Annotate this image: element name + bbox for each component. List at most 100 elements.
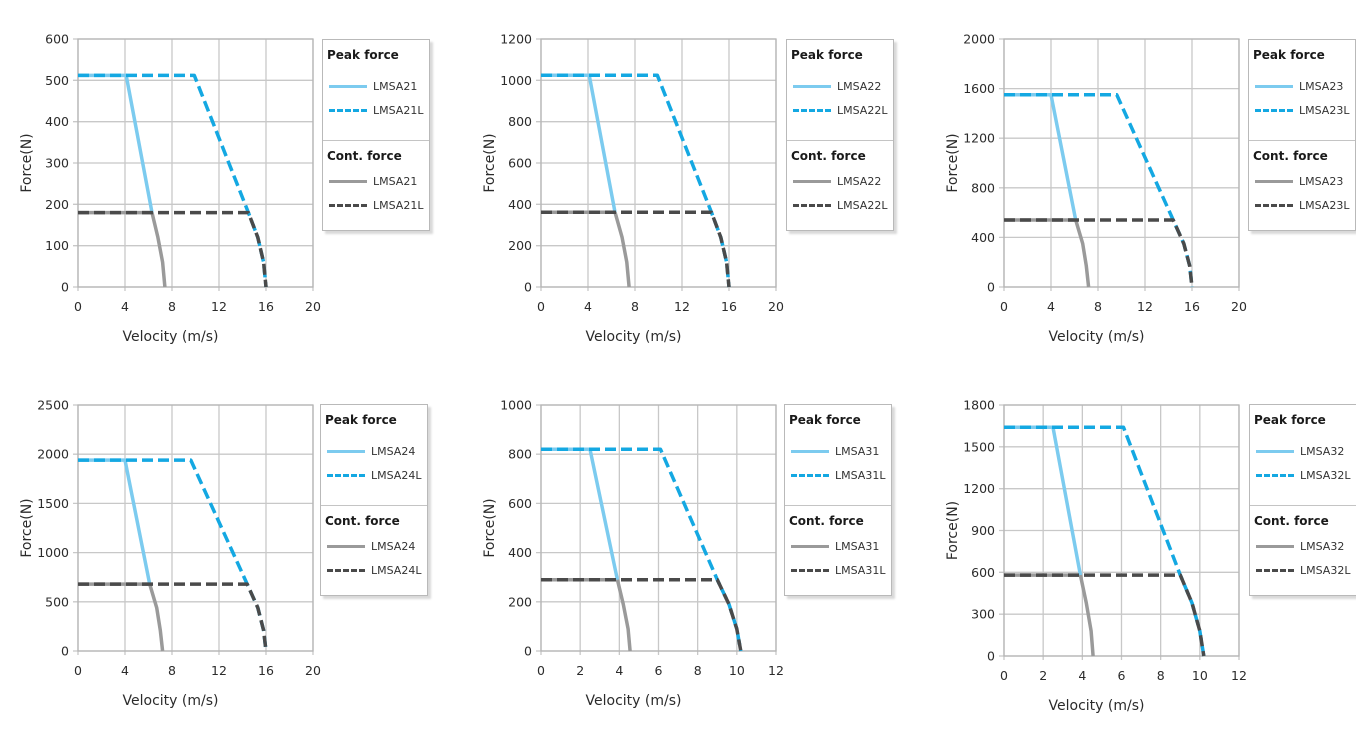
y-axis-label: Force(N) <box>482 498 498 557</box>
x-tick-label: 4 <box>121 663 129 678</box>
series-line-lmsa24-peak <box>78 458 152 585</box>
x-tick-label: 12 <box>1137 299 1153 314</box>
y-tick-label: 800 <box>971 180 995 195</box>
y-tick-label: 0 <box>987 280 995 295</box>
y-tick-label: 1500 <box>963 439 995 454</box>
x-tick-label: 8 <box>168 299 176 314</box>
legend-label: LMSA24L <box>371 468 422 482</box>
x-tick-label: 12 <box>674 299 690 314</box>
legend-entry: LMSA22 <box>791 169 893 193</box>
x-tick-label: 4 <box>1078 668 1086 683</box>
x-tick-label: 16 <box>258 663 274 678</box>
legend-group-title: Cont. force <box>791 149 866 163</box>
x-axis-label: Velocity (m/s) <box>1049 698 1145 714</box>
y-tick-label: 900 <box>971 523 995 538</box>
legend-label: LMSA32 <box>1300 444 1345 458</box>
legend-label: LMSA32 <box>1300 539 1345 553</box>
legend-swatch <box>793 108 831 112</box>
legend-label: LMSA21L <box>373 198 424 212</box>
legend-swatch <box>329 108 367 112</box>
y-tick-label: 0 <box>987 649 995 664</box>
x-tick-label: 4 <box>1047 299 1055 314</box>
y-tick-label: 1000 <box>500 398 532 413</box>
legend-swatch <box>793 179 831 183</box>
legend-entry: LMSA23 <box>1253 74 1355 98</box>
plot-frame <box>1003 38 1240 288</box>
legend-entry: LMSA22 <box>791 74 893 98</box>
x-tick-label: 8 <box>694 663 702 678</box>
x-tick-label: 0 <box>74 299 82 314</box>
legend-label: LMSA21 <box>373 79 418 93</box>
x-axis-label: Velocity (m/s) <box>586 329 682 345</box>
legend-entry: LMSA31 <box>789 534 891 558</box>
legend-group-title: Cont. force <box>325 514 400 528</box>
x-tick-label: 0 <box>537 299 545 314</box>
y-tick-label: 600 <box>971 565 995 580</box>
legend-group-cont: Cont. force LMSA31 LMSA31L <box>785 505 891 604</box>
y-tick-label: 800 <box>508 447 532 462</box>
legend-swatch <box>327 473 365 477</box>
legend-entry: LMSA24L <box>325 463 427 487</box>
legend-group-peak: Peak force LMSA23 LMSA23L <box>1249 40 1355 140</box>
y-tick-label: 1000 <box>37 545 69 560</box>
y-tick-label: 0 <box>61 644 69 659</box>
y-tick-label: 300 <box>971 607 995 622</box>
x-tick-label: 20 <box>768 299 784 314</box>
x-tick-label: 12 <box>768 663 784 678</box>
legend-group-title: Cont. force <box>327 149 402 163</box>
legend-entry: LMSA32L <box>1254 558 1356 582</box>
y-tick-label: 400 <box>508 197 532 212</box>
x-tick-label: 6 <box>655 663 663 678</box>
legend-group-title: Cont. force <box>1254 514 1329 528</box>
legend-label: LMSA22 <box>837 79 882 93</box>
x-tick-label: 12 <box>211 663 227 678</box>
x-tick-label: 4 <box>615 663 623 678</box>
legend-entry: LMSA24 <box>325 534 427 558</box>
series-line-lmsa32-cont <box>1004 573 1095 657</box>
y-tick-label: 2000 <box>963 32 995 47</box>
y-tick-label: 400 <box>971 230 995 245</box>
legend-label: LMSA21 <box>373 174 418 188</box>
legend-label: LMSA32L <box>1300 468 1351 482</box>
legend-group-title: Peak force <box>1253 48 1325 62</box>
y-tick-label: 0 <box>524 644 532 659</box>
y-tick-label: 1500 <box>37 496 69 511</box>
legend-swatch <box>1256 568 1294 572</box>
legend-entry: LMSA32 <box>1254 534 1356 558</box>
y-tick-label: 1200 <box>963 131 995 146</box>
y-axis-label: Force(N) <box>19 133 35 192</box>
x-tick-label: 12 <box>1231 668 1247 683</box>
legend-entry: LMSA31 <box>789 439 891 463</box>
y-axis-label: Force(N) <box>945 133 961 192</box>
legend-entry: LMSA32L <box>1254 463 1356 487</box>
x-tick-label: 0 <box>537 663 545 678</box>
legend-entry: LMSA22L <box>791 98 893 122</box>
y-tick-label: 1600 <box>963 81 995 96</box>
series-line-lmsa22-peak <box>541 73 617 213</box>
series-line-lmsa23l-cont <box>1004 218 1194 288</box>
plot-frame <box>77 404 314 652</box>
x-tick-label: 4 <box>584 299 592 314</box>
y-tick-label: 300 <box>45 156 69 171</box>
series-line-lmsa24l-cont <box>78 582 268 652</box>
legend-swatch <box>791 544 829 548</box>
x-tick-label: 10 <box>1192 668 1208 683</box>
legend-entry: LMSA24L <box>325 558 427 582</box>
legend-entry: LMSA31L <box>789 463 891 487</box>
legend-swatch <box>791 473 829 477</box>
y-tick-label: 2500 <box>37 398 69 413</box>
legend: Peak force LMSA31 LMSA31L Cont. force LMSA31… <box>784 404 892 596</box>
legend-entry: LMSA22L <box>791 193 893 217</box>
legend: Peak force LMSA23 LMSA23L Cont. force LMSA23… <box>1248 39 1356 231</box>
y-tick-label: 200 <box>508 594 532 609</box>
legend-label: LMSA22L <box>837 198 888 212</box>
y-tick-label: 200 <box>45 197 69 212</box>
y-tick-label: 1200 <box>963 481 995 496</box>
x-tick-label: 8 <box>1094 299 1102 314</box>
legend-swatch <box>1256 544 1294 548</box>
legend: Peak force LMSA22 LMSA22L Cont. force LMSA22… <box>786 39 894 231</box>
series-line-lmsa31l-peak <box>541 447 743 652</box>
